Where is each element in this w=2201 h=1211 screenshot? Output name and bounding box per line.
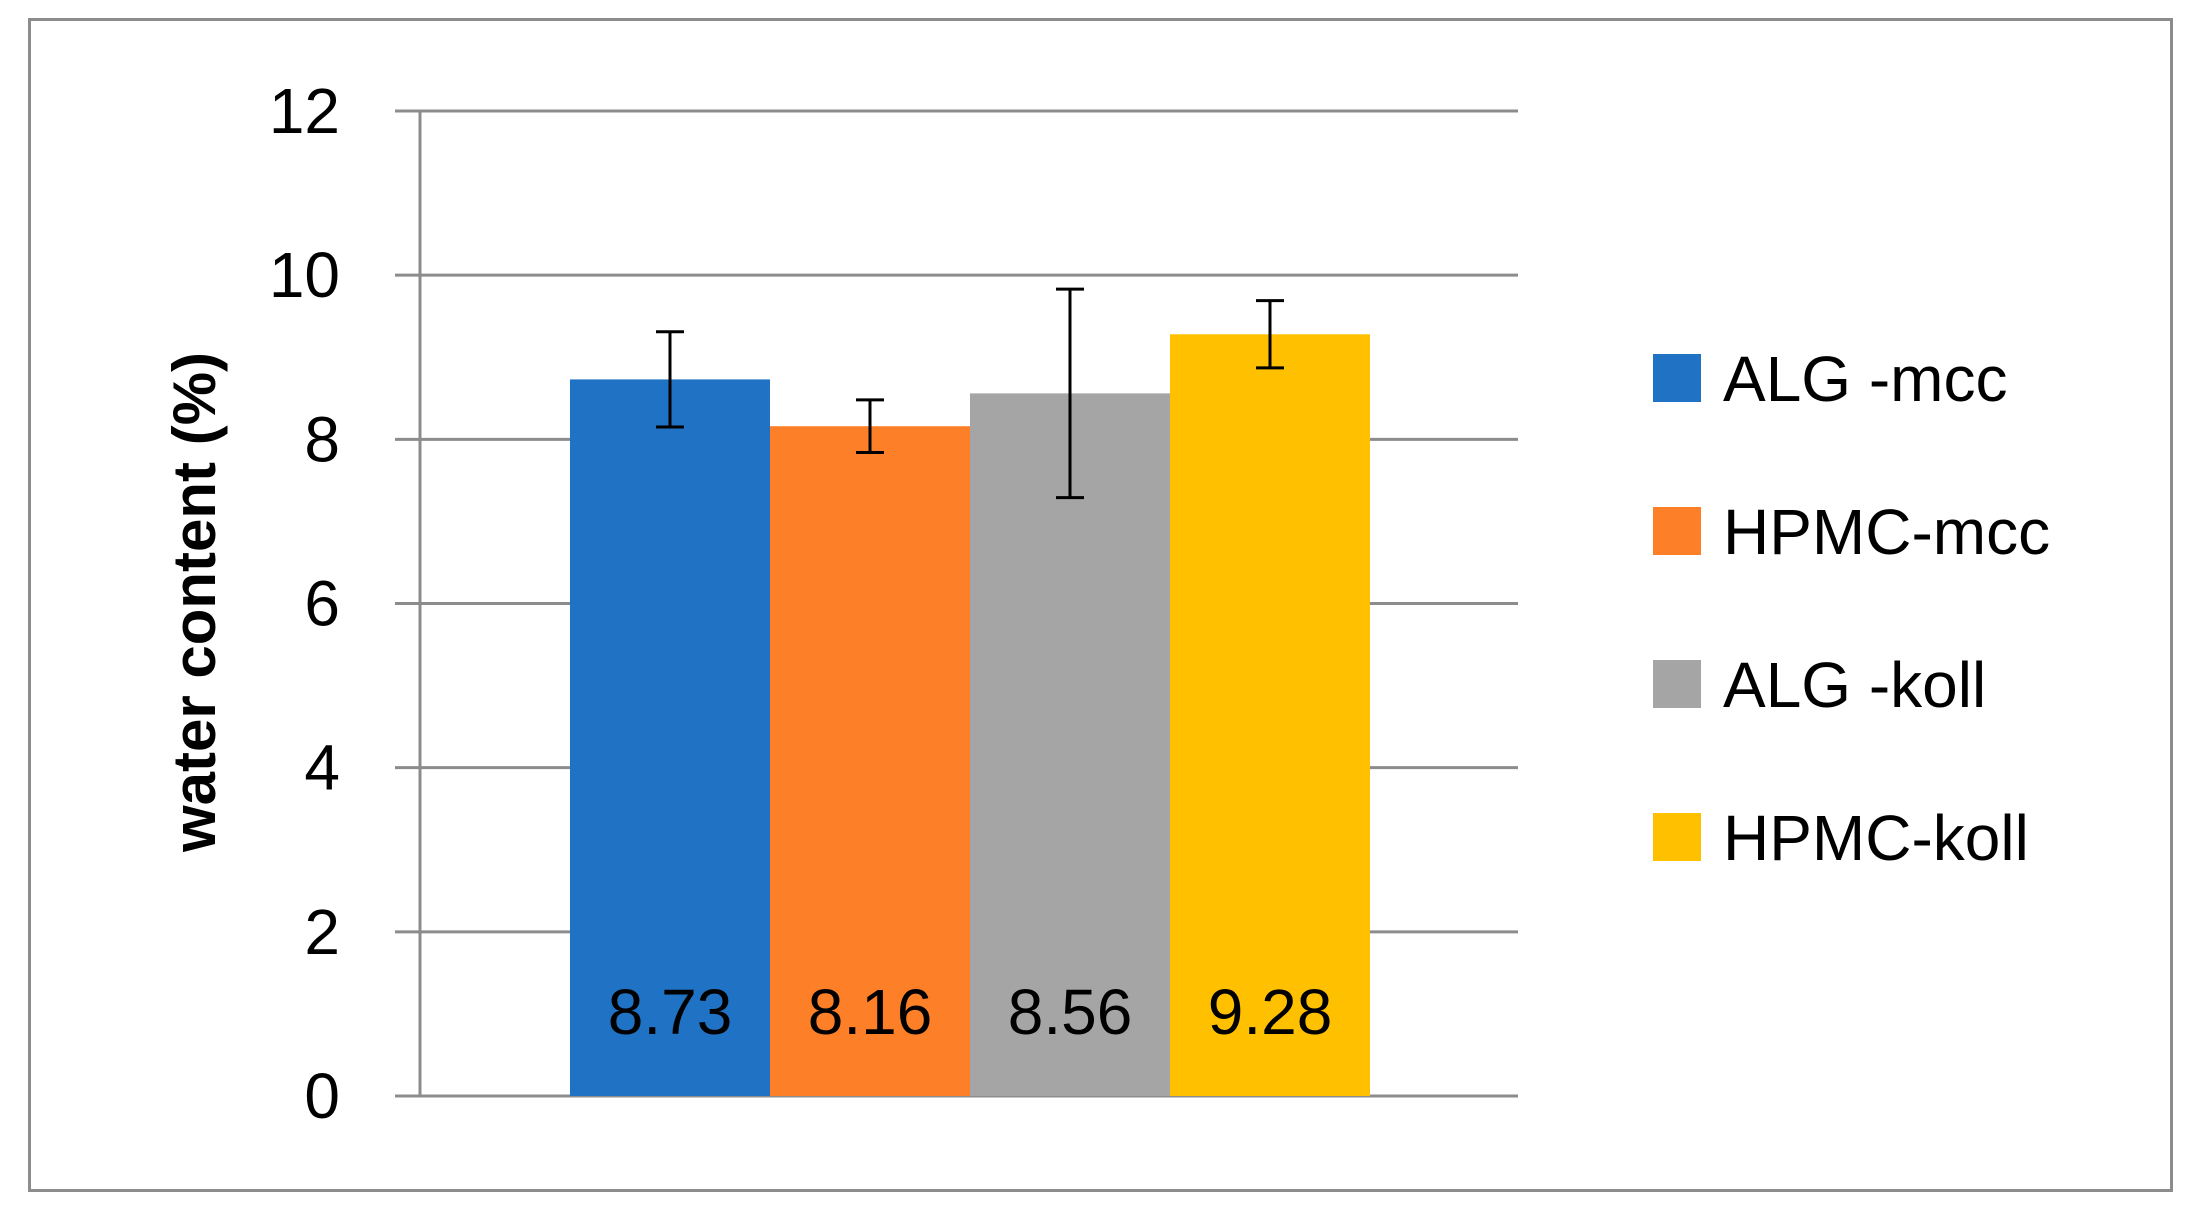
y-axis-title: water content (%) — [161, 352, 228, 853]
data-label: 8.73 — [608, 976, 733, 1048]
legend-swatch — [1653, 813, 1701, 861]
y-tick-label: 6 — [304, 568, 340, 640]
bar — [770, 426, 970, 1096]
legend-swatch — [1653, 507, 1701, 555]
legend-label: ALG -mcc — [1723, 343, 2007, 415]
y-tick-label: 4 — [304, 732, 340, 804]
error-layer — [656, 287, 1284, 500]
legend-label: ALG -koll — [1723, 649, 1986, 721]
data-label: 9.28 — [1208, 976, 1333, 1048]
bar — [1170, 334, 1370, 1096]
y-tick-label: 8 — [304, 403, 340, 475]
legend-swatch — [1653, 660, 1701, 708]
axis-layer: 0 2 4 6 8 10 12 — [269, 75, 422, 1132]
bar-layer — [570, 334, 1370, 1097]
label-layer: 8.73 8.16 8.56 9.28 — [608, 976, 1333, 1048]
data-label: 8.16 — [808, 976, 933, 1048]
y-tick-label: 0 — [304, 1060, 340, 1132]
legend-layer: ALG -mcc HPMC-mcc ALG -koll HPMC-koll — [1653, 343, 2050, 874]
legend-swatch — [1653, 354, 1701, 402]
bar — [570, 379, 770, 1097]
y-tick-label: 10 — [269, 239, 340, 311]
legend-label: HPMC-mcc — [1723, 496, 2050, 568]
y-tick-label: 2 — [304, 896, 340, 968]
bar — [970, 393, 1170, 1096]
y-tick-label: 12 — [269, 75, 340, 147]
data-label: 8.56 — [1008, 976, 1133, 1048]
legend-label: HPMC-koll — [1723, 802, 2029, 874]
